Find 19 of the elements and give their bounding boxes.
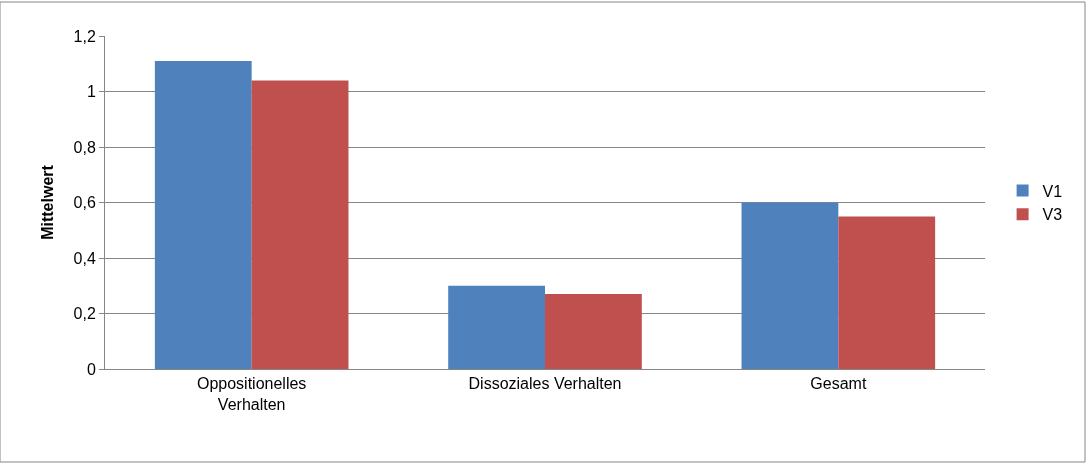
bar [838, 216, 936, 369]
x-tick-label: Dissoziales Verhalten [468, 375, 622, 393]
y-tick-label: 0,8 [73, 138, 96, 156]
y-tick-label: 0,2 [73, 305, 96, 323]
bar [154, 60, 252, 369]
x-tick-label: Oppositionelles Verhalten [196, 375, 307, 413]
bar [251, 80, 349, 369]
bar [448, 285, 545, 369]
y-tick-label: 0 [86, 360, 96, 378]
y-tick-label: 1 [86, 83, 96, 101]
legend-label: V1 [1042, 182, 1063, 200]
y-axis-title: Mittelwert [39, 164, 57, 240]
y-tick-label: 1,2 [73, 27, 96, 45]
y-tick-label: 0,4 [73, 249, 96, 267]
x-tick-label: Gesamt [810, 375, 867, 393]
legend-label: V3 [1042, 206, 1063, 224]
bar [545, 294, 642, 369]
bar [741, 202, 839, 369]
y-tick-label: 0,6 [73, 194, 96, 212]
